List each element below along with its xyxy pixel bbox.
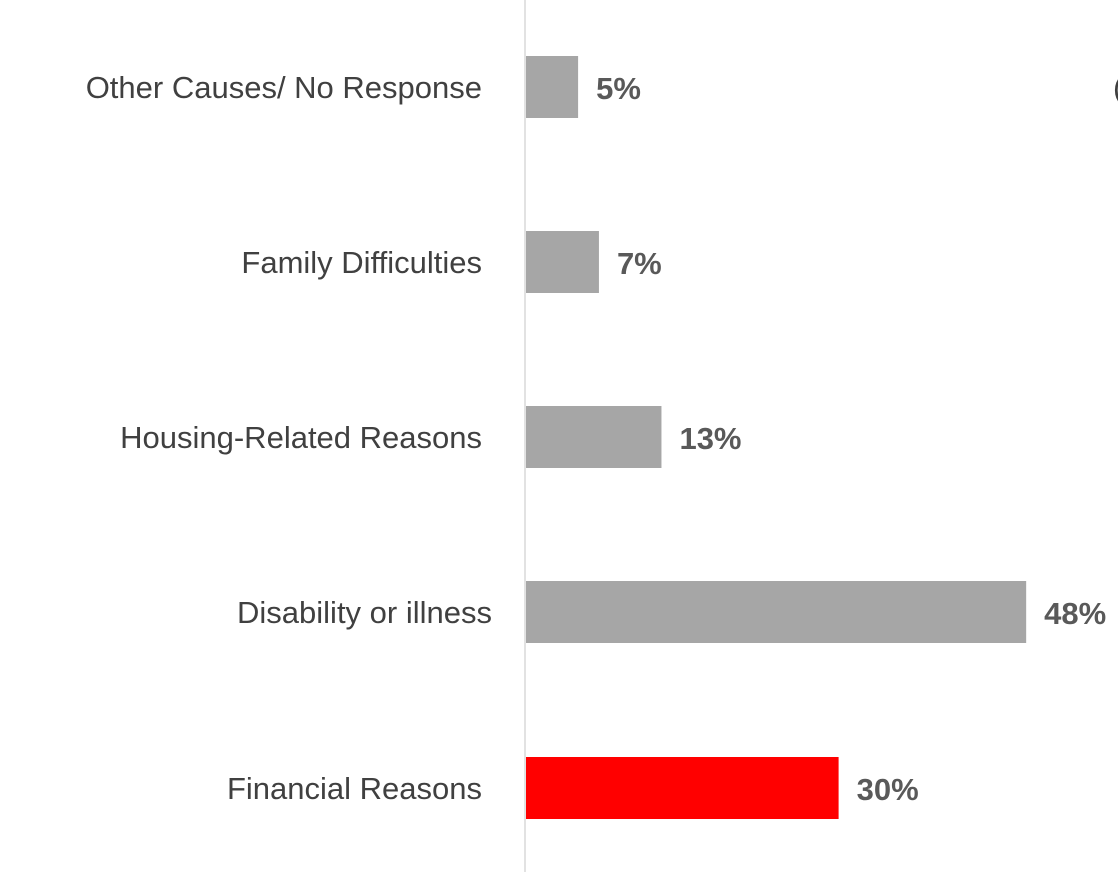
value-labels-group: 5% 7% 13% 48% 30% (596, 71, 1106, 807)
category-labels-group: Other Causes/ No Response Family Difficul… (86, 70, 492, 806)
bar-4 (526, 757, 839, 819)
category-label: Other Causes/ No Response (86, 70, 482, 105)
value-label: 13% (679, 421, 741, 456)
cut-off-text: ( (1113, 70, 1118, 105)
value-label: 7% (617, 246, 662, 281)
category-label: Disability or illness (237, 595, 492, 630)
value-label: 5% (596, 71, 641, 106)
bars-group (526, 56, 1027, 819)
bar-1 (526, 231, 599, 293)
bar-3 (526, 581, 1027, 643)
category-label: Family Difficulties (241, 245, 482, 280)
value-label: 30% (857, 772, 919, 807)
category-label: Housing-Related Reasons (120, 420, 482, 455)
category-label: Financial Reasons (227, 771, 482, 806)
value-label: 48% (1044, 596, 1106, 631)
bar-2 (526, 406, 662, 468)
bar-0 (526, 56, 579, 118)
